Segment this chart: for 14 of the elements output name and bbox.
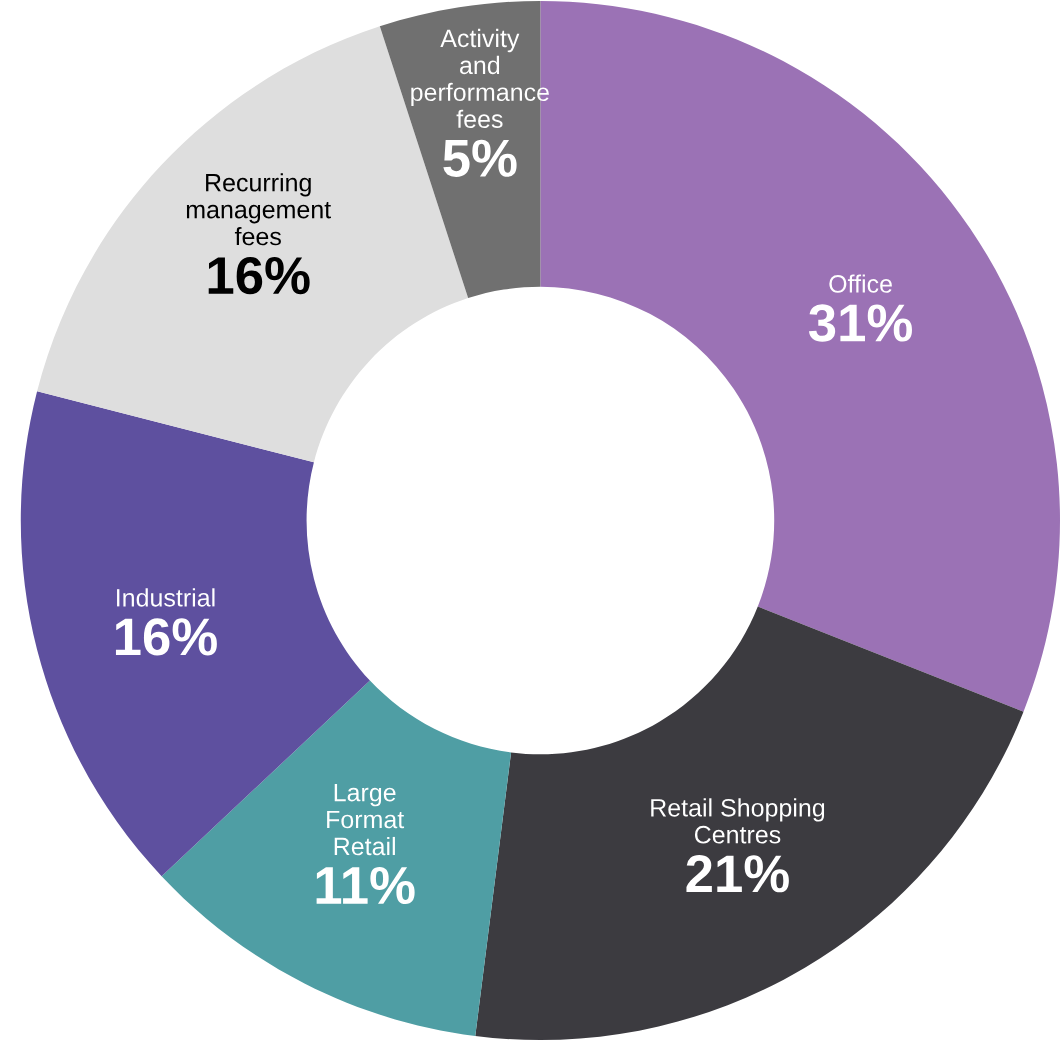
data-label: 21% [686, 855, 789, 893]
slice-label: Industrial [117, 588, 215, 607]
data-label: 16% [115, 618, 217, 656]
data-label: 31% [808, 304, 912, 342]
donut-slice [475, 606, 1024, 1041]
data-label: 11% [316, 866, 415, 905]
donut-slice [161, 680, 512, 1037]
data-label: 16% [208, 256, 310, 295]
slice-label: Recurring management fees [186, 173, 331, 246]
slice-label: Office [829, 274, 892, 293]
slice-label: Large Format Retail [327, 783, 405, 856]
data-label: 5% [443, 139, 517, 177]
slice-label: Retail Shopping Centres [651, 798, 825, 844]
slice-label: Activity and performance fees [411, 28, 549, 129]
